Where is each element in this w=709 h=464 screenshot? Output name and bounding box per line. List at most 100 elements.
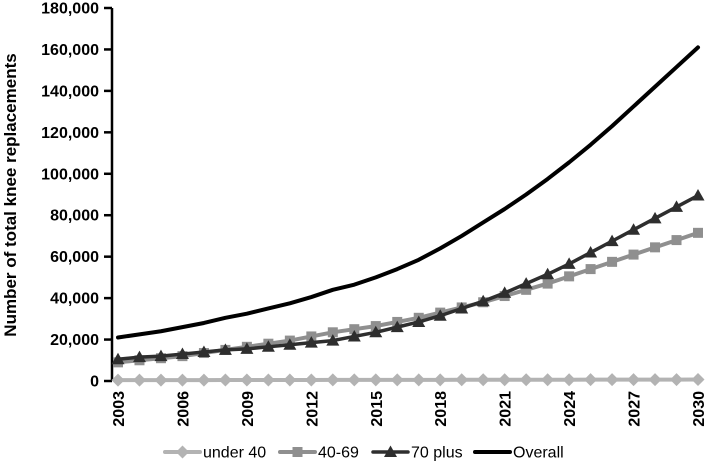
square-marker	[542, 278, 553, 289]
series-overall	[116, 45, 700, 340]
diamond-marker	[648, 373, 662, 387]
diamond-marker	[670, 373, 684, 387]
triangle-marker	[412, 315, 426, 327]
diamond-marker	[498, 373, 512, 387]
square-marker	[693, 227, 703, 238]
triangle-marker	[111, 352, 125, 365]
triangle-marker	[541, 267, 555, 280]
y-tick-label: 180,000	[41, 1, 99, 18]
triangle-marker	[154, 349, 168, 362]
x-axis-labels: 2003 2006 2009 2012 2015 2018 2021 2024 2027 2030	[111, 391, 708, 427]
triangle-marker	[627, 223, 641, 235]
diamond-marker	[283, 373, 297, 387]
square-marker	[327, 327, 338, 338]
triangle-marker	[670, 200, 684, 212]
square-marker	[521, 284, 532, 295]
triangle-marker	[498, 286, 512, 298]
square-marker	[292, 447, 303, 457]
series-line	[116, 193, 700, 361]
triangle-marker	[132, 350, 146, 363]
triangle-marker	[455, 301, 469, 314]
diamond-marker	[584, 373, 598, 387]
diamond-marker	[541, 373, 555, 387]
triangle-marker	[519, 277, 533, 289]
series-40-69	[113, 227, 703, 368]
legend-item-overall: Overall	[473, 445, 564, 462]
x-tick-label: 2012	[304, 391, 321, 427]
diamond-marker	[691, 373, 705, 387]
diamond-marker	[519, 373, 533, 387]
y-tick-label: 20,000	[50, 332, 99, 349]
square-marker	[585, 264, 596, 275]
x-tick-label: 2030	[691, 391, 708, 427]
triangle-marker	[476, 294, 490, 307]
square-marker	[650, 242, 661, 253]
y-tick-label: 100,000	[41, 166, 99, 183]
triangle-marker	[304, 336, 318, 348]
diamond-marker	[175, 373, 189, 387]
legend-label: 70 plus	[411, 445, 463, 462]
y-tick-label: 120,000	[41, 125, 99, 142]
series-line	[116, 377, 700, 383]
triangle-marker	[218, 343, 232, 355]
triangle-marker	[197, 345, 211, 357]
diamond-marker	[154, 373, 168, 387]
y-tick-label: 140,000	[41, 83, 99, 100]
diamond-marker	[476, 373, 490, 387]
legend-item-under-40: under 40	[163, 445, 266, 462]
diamond-marker	[240, 373, 254, 387]
triangle-marker	[326, 334, 340, 346]
y-tick-label: 0	[90, 374, 99, 391]
data-series	[111, 45, 705, 387]
square-marker	[349, 324, 360, 335]
diamond-marker	[218, 373, 232, 387]
x-tick-label: 2003	[111, 391, 128, 427]
diamond-marker	[605, 373, 619, 387]
diamond-marker	[132, 373, 146, 387]
x-tick-label: 2006	[175, 391, 192, 427]
diamond-marker	[176, 445, 189, 459]
diamond-marker	[562, 373, 576, 387]
diamond-marker	[261, 373, 275, 387]
diamond-marker	[455, 373, 469, 387]
x-tick-label: 2018	[433, 391, 450, 427]
triangle-marker	[261, 340, 275, 352]
triangle-marker	[283, 338, 297, 350]
diamond-marker	[111, 373, 125, 387]
x-tick-label: 2009	[240, 391, 257, 427]
y-axis: 0 20,000 40,000 60,000 80,000 100,000 120,000 1…	[41, 1, 114, 391]
square-marker	[564, 271, 575, 282]
square-marker	[671, 235, 682, 246]
square-marker	[607, 256, 618, 267]
x-tick-label: 2027	[627, 391, 644, 427]
legend-label: 40-69	[318, 445, 359, 462]
triangle-marker	[390, 320, 404, 333]
triangle-marker	[175, 347, 189, 360]
triangle-marker	[369, 325, 383, 338]
legend-item-70-plus: 70 plus	[371, 445, 463, 462]
triangle-marker	[562, 257, 576, 269]
square-marker	[628, 249, 639, 260]
y-tick-label: 160,000	[41, 42, 99, 59]
triangle-marker	[605, 234, 619, 247]
x-tick-label: 2024	[562, 391, 579, 427]
diamond-marker	[390, 373, 404, 387]
legend-label: under 40	[203, 445, 266, 462]
diamond-marker	[304, 373, 318, 387]
y-tick-label: 80,000	[50, 208, 99, 225]
diamond-marker	[326, 373, 340, 387]
diamond-marker	[433, 373, 447, 387]
triangle-marker	[384, 445, 397, 457]
triangle-marker	[240, 342, 254, 354]
y-axis-title: Number of total knee replacements	[1, 53, 20, 336]
series-line	[116, 230, 700, 365]
y-tick-label: 60,000	[50, 249, 99, 266]
triangle-marker	[648, 211, 662, 224]
triangle-marker	[347, 329, 361, 342]
diamond-marker	[627, 373, 641, 387]
triangle-marker	[584, 246, 598, 258]
series-70-plus	[111, 189, 705, 365]
legend: under 40 40-69 70 plus Overall	[163, 445, 564, 462]
